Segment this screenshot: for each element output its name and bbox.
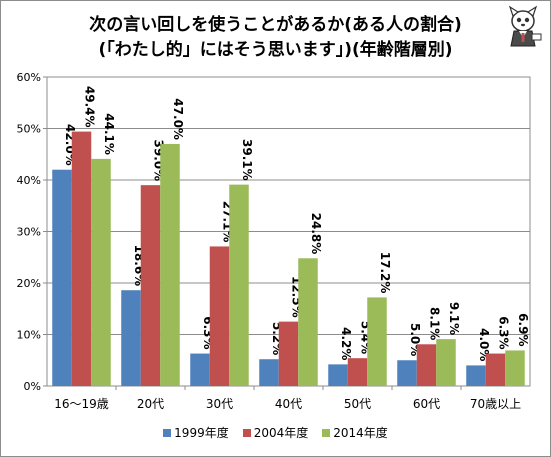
bar <box>52 169 72 386</box>
y-tick-label: 40% <box>17 174 41 187</box>
bar <box>416 344 437 386</box>
bar <box>436 339 456 386</box>
y-tick-label: 30% <box>17 226 41 239</box>
bar <box>71 131 92 386</box>
x-tick-label: 50代 <box>344 397 371 411</box>
data-label: 4.0% <box>477 328 491 361</box>
chart-legend: 1999年度 2004年度 2014年度 <box>0 424 551 441</box>
legend-swatch <box>242 428 251 437</box>
legend-label: 2004年度 <box>253 426 309 440</box>
data-label: 8.1% <box>428 307 442 340</box>
bar <box>485 353 506 386</box>
bar <box>140 185 161 386</box>
legend-swatch <box>163 428 172 437</box>
y-tick-label: 10% <box>17 329 41 342</box>
bar <box>259 359 279 386</box>
bar <box>505 350 525 386</box>
data-label: 6.9% <box>516 313 530 346</box>
legend-swatch <box>322 428 331 437</box>
legend-item: 2014年度 <box>322 424 388 441</box>
x-tick-label: 40代 <box>275 397 302 411</box>
data-label: 47.0% <box>171 98 185 140</box>
bar <box>367 297 387 386</box>
bar <box>298 258 318 386</box>
x-tick-label: 20代 <box>137 397 164 411</box>
legend-label: 2014年度 <box>333 426 388 440</box>
x-tick-label: 30代 <box>206 397 233 411</box>
mascot-icon <box>508 5 542 47</box>
y-tick-label: 50% <box>17 123 41 136</box>
data-label: 24.8% <box>309 213 323 255</box>
bar <box>397 360 417 386</box>
data-label: 49.4% <box>83 86 97 128</box>
data-label: 6.3% <box>497 316 511 349</box>
bar <box>160 143 180 386</box>
chart-subtitle: (「わたし的」にはそう思います」)(年齢階層別) <box>98 40 453 60</box>
y-tick-label: 0% <box>24 380 41 393</box>
data-label: 4.2% <box>339 327 353 360</box>
y-tick-label: 60% <box>17 71 41 84</box>
bar <box>229 184 249 386</box>
x-tick-label: 60代 <box>413 397 440 411</box>
chart-title: 次の言い回しを使うことがあるか(ある人の割合) <box>89 15 462 35</box>
bar <box>209 246 230 386</box>
bar <box>347 358 368 386</box>
data-label: 44.1% <box>102 113 116 155</box>
bar <box>121 290 141 386</box>
bar <box>190 353 210 386</box>
bar <box>278 321 299 386</box>
x-tick-label: 70歳以上 <box>470 397 521 411</box>
legend-label: 1999年度 <box>174 426 229 440</box>
bar <box>328 364 348 386</box>
bar <box>91 158 111 386</box>
legend-item: 2004年度 <box>242 424 309 441</box>
x-tick-label: 16〜19歳 <box>54 397 109 411</box>
data-label: 9.1% <box>447 302 461 335</box>
data-label: 17.2% <box>378 252 392 294</box>
data-label: 39.1% <box>240 139 254 181</box>
y-tick-label: 20% <box>17 277 41 290</box>
legend-item: 1999年度 <box>163 424 229 441</box>
bar <box>466 365 486 386</box>
